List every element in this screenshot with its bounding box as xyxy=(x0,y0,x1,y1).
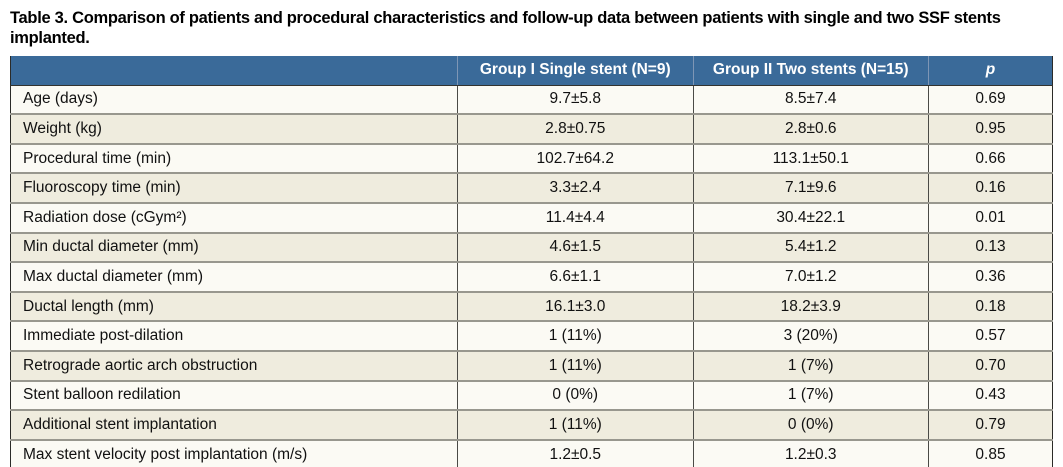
row-label: Radiation dose (cGym²) xyxy=(10,201,458,233)
group1-value: 16.1±3.0 xyxy=(457,290,693,322)
group1-value: 1.2±0.5 xyxy=(457,438,693,467)
p-value: 0.79 xyxy=(927,409,1053,440)
group2-value: 1.2±0.3 xyxy=(692,438,929,467)
row-label: Immediate post-dilation xyxy=(10,320,458,351)
p-value: 0.36 xyxy=(927,261,1053,292)
group1-value: 1 (11%) xyxy=(457,349,693,381)
row-label: Weight (kg) xyxy=(10,113,458,144)
table-header: Group I Single stent (N=9) Group II Two … xyxy=(10,55,1053,86)
header-cell-group1: Group I Single stent (N=9) xyxy=(457,55,693,86)
group1-value: 0 (0%) xyxy=(457,379,693,411)
group1-value: 2.8±0.75 xyxy=(457,113,693,144)
group2-value: 18.2±3.9 xyxy=(692,290,929,322)
row-label: Fluoroscopy time (min) xyxy=(10,172,458,203)
table-row: Procedural time (min) 102.7±64.2 113.1±5… xyxy=(10,142,1053,174)
group2-value: 1 (7%) xyxy=(692,379,929,411)
row-label: Min ductal diameter (mm) xyxy=(10,231,458,263)
table-row: Max ductal diameter (mm) 6.6±1.1 7.0±1.2… xyxy=(10,261,1053,292)
header-cell-p: p xyxy=(927,55,1053,86)
table-row: Radiation dose (cGym²) 11.4±4.4 30.4±22.… xyxy=(10,201,1053,233)
p-value: 0.66 xyxy=(927,142,1053,174)
header-row: Group I Single stent (N=9) Group II Two … xyxy=(10,55,1053,86)
p-value: 0.85 xyxy=(927,438,1053,467)
group2-value: 1 (7%) xyxy=(692,349,929,381)
group1-value: 1 (11%) xyxy=(457,320,693,351)
group2-value: 2.8±0.6 xyxy=(692,113,929,144)
table-row: Stent balloon redilation 0 (0%) 1 (7%) 0… xyxy=(10,379,1053,411)
p-value: 0.57 xyxy=(927,320,1053,351)
p-value: 0.01 xyxy=(927,201,1053,233)
p-value: 0.70 xyxy=(927,349,1053,381)
group2-value: 113.1±50.1 xyxy=(692,142,929,174)
group2-value: 30.4±22.1 xyxy=(692,201,929,233)
row-label: Additional stent implantation xyxy=(10,409,458,440)
group2-value: 3 (20%) xyxy=(692,320,929,351)
header-cell-group2: Group II Two stents (N=15) xyxy=(692,55,929,86)
p-value: 0.16 xyxy=(927,172,1053,203)
row-label: Stent balloon redilation xyxy=(10,379,458,411)
table-row: Weight (kg) 2.8±0.75 2.8±0.6 0.95 xyxy=(10,113,1053,144)
p-value: 0.43 xyxy=(927,379,1053,411)
group2-value: 7.1±9.6 xyxy=(692,172,929,203)
table-caption: Table 3. Comparison of patients and proc… xyxy=(10,9,1001,47)
comparison-table: Group I Single stent (N=9) Group II Two … xyxy=(10,55,1053,467)
group1-value: 102.7±64.2 xyxy=(457,142,693,174)
group2-value: 7.0±1.2 xyxy=(692,261,929,292)
group2-value: 0 (0%) xyxy=(692,409,929,440)
group2-value: 5.4±1.2 xyxy=(692,231,929,263)
row-label: Ductal length (mm) xyxy=(10,290,458,322)
row-label: Procedural time (min) xyxy=(10,142,458,174)
table-row: Fluoroscopy time (min) 3.3±2.4 7.1±9.6 0… xyxy=(10,172,1053,203)
row-label: Retrograde aortic arch obstruction xyxy=(10,349,458,381)
p-value: 0.69 xyxy=(927,85,1053,115)
row-label: Max stent velocity post implantation (m/… xyxy=(10,438,458,467)
group1-value: 4.6±1.5 xyxy=(457,231,693,263)
table-row: Additional stent implantation 1 (11%) 0 … xyxy=(10,409,1053,440)
table-body: Age (days) 9.7±5.8 8.5±7.4 0.69 Weight (… xyxy=(10,85,1053,467)
table-row: Min ductal diameter (mm) 4.6±1.5 5.4±1.2… xyxy=(10,231,1053,263)
row-label: Age (days) xyxy=(10,85,458,115)
table-row: Immediate post-dilation 1 (11%) 3 (20%) … xyxy=(10,320,1053,351)
table-row: Max stent velocity post implantation (m/… xyxy=(10,438,1053,467)
group1-value: 3.3±2.4 xyxy=(457,172,693,203)
table-row: Age (days) 9.7±5.8 8.5±7.4 0.69 xyxy=(10,85,1053,115)
p-value: 0.13 xyxy=(927,231,1053,263)
group1-value: 11.4±4.4 xyxy=(457,201,693,233)
p-value: 0.18 xyxy=(927,290,1053,322)
table-row: Ductal length (mm) 16.1±3.0 18.2±3.9 0.1… xyxy=(10,290,1053,322)
p-value: 0.95 xyxy=(927,113,1053,144)
table-row: Retrograde aortic arch obstruction 1 (11… xyxy=(10,349,1053,381)
group1-value: 6.6±1.1 xyxy=(457,261,693,292)
group2-value: 8.5±7.4 xyxy=(692,85,929,115)
group1-value: 9.7±5.8 xyxy=(457,85,693,115)
header-cell-empty xyxy=(10,55,458,86)
group1-value: 1 (11%) xyxy=(457,409,693,440)
row-label: Max ductal diameter (mm) xyxy=(10,261,458,292)
